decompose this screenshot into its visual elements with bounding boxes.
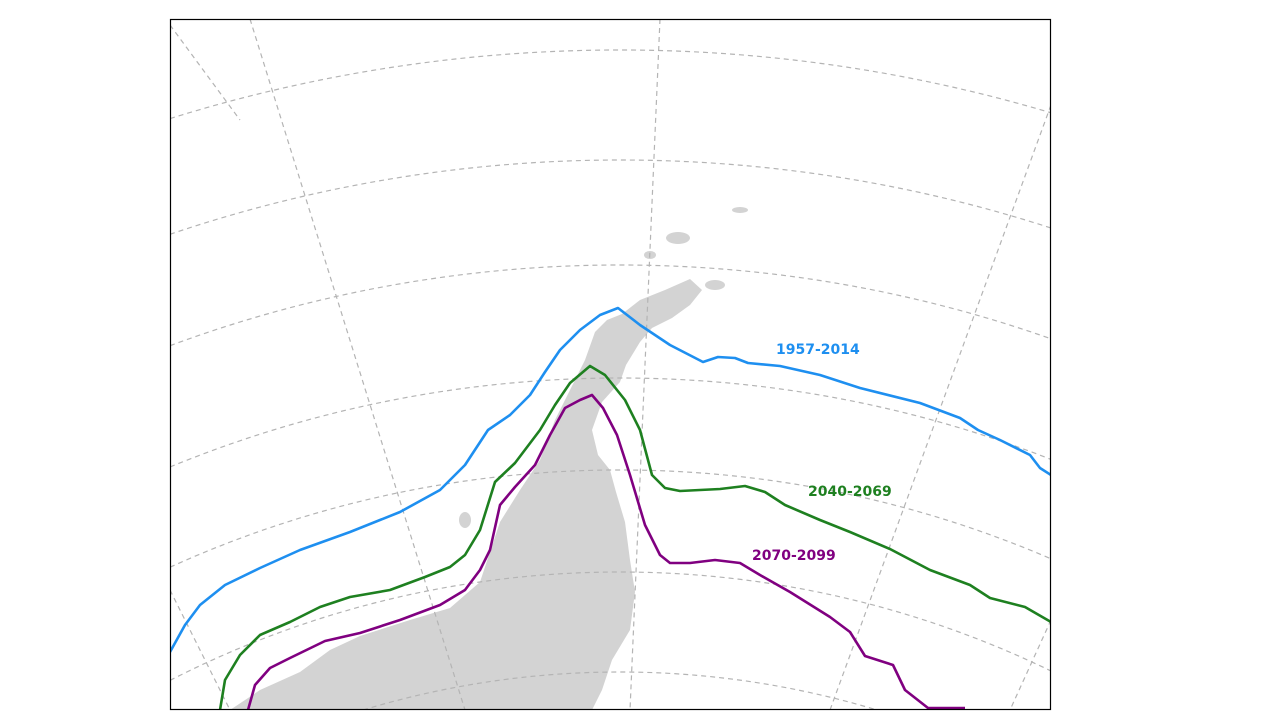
island (732, 207, 748, 213)
label-1957-2014: 1957-2014 (776, 342, 860, 358)
island (705, 280, 725, 290)
latitude-circle (170, 469, 1051, 568)
sea-ice-edge-2040-2069 (218, 364, 1051, 710)
latitude-circle (170, 377, 1051, 468)
map-frame (169, 18, 1052, 711)
label-2070-2099: 2070-2099 (752, 548, 836, 564)
land (230, 207, 748, 710)
latitude-circle (170, 159, 1051, 235)
meridian-line (829, 104, 1051, 710)
meridian-line (170, 589, 231, 710)
island (530, 485, 550, 565)
island (666, 232, 690, 244)
latitude-circle (170, 264, 1051, 347)
sea-ice-edge-2070-2099 (246, 393, 965, 710)
meridian-line (170, 24, 241, 121)
latitude-circle (362, 671, 878, 710)
label-2040-2069: 2040-2069 (808, 484, 892, 500)
meridian-line (249, 19, 466, 710)
antarctic-peninsula (230, 279, 702, 710)
island (459, 512, 471, 528)
sea-ice-edge-1957-2014 (170, 306, 1051, 653)
latitude-circle (170, 571, 1051, 681)
meridian-line (1009, 619, 1051, 710)
latitude-circle (170, 49, 1051, 120)
graticule (170, 19, 1051, 710)
meridian-line (629, 19, 661, 710)
